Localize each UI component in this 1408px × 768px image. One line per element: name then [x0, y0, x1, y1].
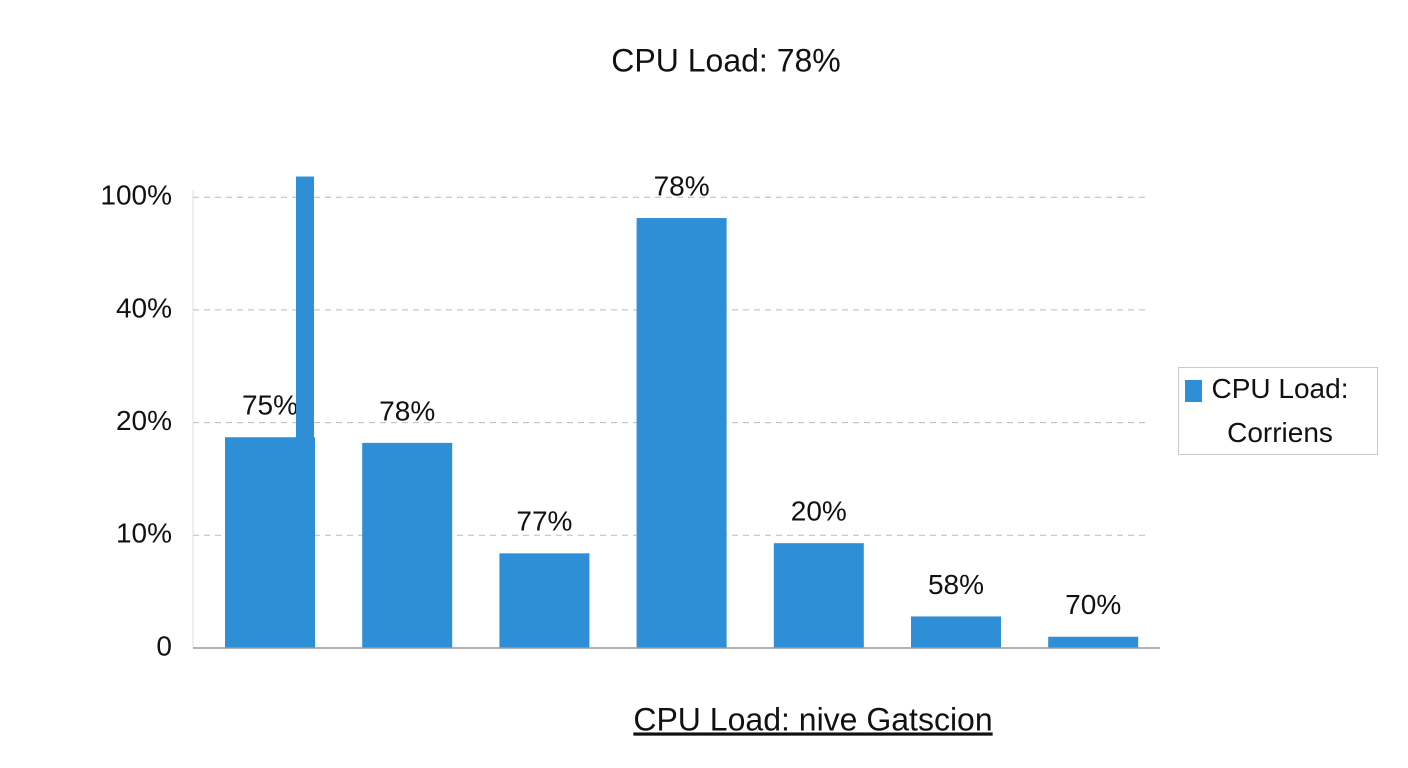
bar [362, 442, 453, 648]
y-tick-label: 10% [116, 518, 172, 549]
bar [636, 218, 727, 648]
y-tick-label: 0 [156, 630, 172, 661]
y-tick-label: 40% [116, 292, 172, 323]
bar-annotation: 75% [242, 390, 298, 421]
y-tick-label: 100% [100, 180, 172, 211]
bar-annotation: 77% [516, 506, 572, 537]
legend-swatch [1185, 380, 1202, 402]
bar [773, 543, 864, 648]
bar-annotation: 20% [791, 496, 847, 527]
bar [296, 176, 314, 648]
bar-annotation: 78% [654, 170, 710, 201]
bar [499, 553, 590, 648]
legend-label: CPU Load: Corriens [1211, 373, 1349, 448]
legend: CPU Load: Corriens [1178, 367, 1378, 455]
bar [911, 616, 1001, 648]
x-axis-title: CPU Load: nive Gatscion [633, 701, 992, 737]
y-tick-label: 20% [116, 405, 172, 436]
bar-annotation: 78% [379, 395, 435, 426]
chart-title: CPU Load: 78% [611, 42, 840, 78]
bar-annotation: 58% [928, 569, 984, 600]
bar [1048, 636, 1139, 648]
bar-annotation: 70% [1065, 589, 1121, 620]
